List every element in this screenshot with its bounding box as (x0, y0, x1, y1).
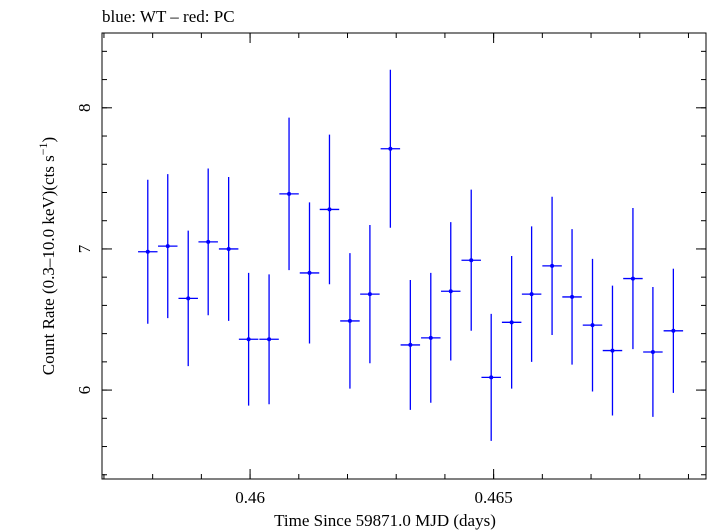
data-points (138, 69, 684, 441)
data-point (582, 258, 603, 392)
data-point (380, 69, 401, 228)
data-marker (408, 342, 413, 347)
data-point (238, 272, 259, 406)
data-marker (610, 348, 615, 353)
y-axis-label-superscript: −1 (36, 142, 50, 155)
data-point (421, 272, 441, 403)
data-marker (630, 276, 635, 281)
data-marker (428, 335, 433, 340)
data-point (623, 208, 643, 350)
data-marker (489, 375, 494, 380)
data-marker (529, 292, 534, 297)
data-marker (550, 263, 555, 268)
data-point (178, 230, 198, 367)
data-point (663, 268, 684, 393)
data-marker (267, 337, 272, 342)
data-marker (650, 349, 655, 354)
data-point (643, 287, 663, 417)
data-marker (206, 239, 211, 244)
data-marker (307, 270, 312, 275)
data-point (360, 224, 380, 364)
data-marker (347, 318, 352, 323)
data-marker (226, 246, 231, 251)
data-point (198, 168, 218, 316)
data-point (319, 134, 340, 285)
data-point (542, 196, 562, 336)
data-marker (327, 207, 332, 212)
plot-border (101, 32, 707, 480)
y-axis-label-close: ) (39, 137, 58, 143)
data-point (138, 179, 158, 324)
data-point (602, 285, 623, 416)
axis-tick-labels: 0.46 0.465 6 7 8 (75, 104, 513, 507)
data-marker (509, 320, 514, 325)
data-marker (367, 292, 372, 297)
data-marker (570, 294, 575, 299)
y-axis-label-main: Count Rate (0.3–10.0 keV)(cts s (39, 155, 58, 375)
data-marker (469, 258, 474, 263)
y-axis-label: Count Rate (0.3–10.0 keV)(cts s−1) (36, 137, 58, 375)
data-marker (165, 244, 170, 249)
data-marker (448, 289, 453, 294)
x-tick-label: 0.465 (475, 488, 513, 507)
data-point (400, 279, 421, 410)
data-point (501, 256, 522, 389)
axis-ticks (102, 33, 706, 479)
y-tick-label: 7 (75, 244, 94, 253)
data-marker (388, 146, 393, 151)
x-tick-label: 0.46 (235, 488, 265, 507)
plot-frame (101, 32, 707, 480)
y-tick-label: 6 (75, 386, 94, 395)
data-point (279, 117, 299, 271)
data-point (521, 226, 542, 362)
data-point (441, 222, 461, 361)
data-marker (590, 323, 595, 328)
data-marker (186, 296, 191, 301)
data-marker (287, 191, 292, 196)
data-point (299, 202, 320, 344)
data-marker (145, 249, 150, 254)
data-marker (246, 337, 251, 342)
data-point (461, 189, 481, 331)
data-point (340, 253, 360, 389)
data-point (218, 176, 239, 321)
data-point (562, 229, 582, 365)
x-axis-label: Time Since 59871.0 MJD (days) (274, 511, 496, 530)
data-point (481, 313, 501, 441)
data-point (259, 274, 279, 405)
data-marker (671, 328, 676, 333)
chart-title: blue: WT – red: PC (102, 7, 235, 26)
y-tick-label: 8 (75, 104, 94, 113)
data-point (158, 174, 178, 319)
